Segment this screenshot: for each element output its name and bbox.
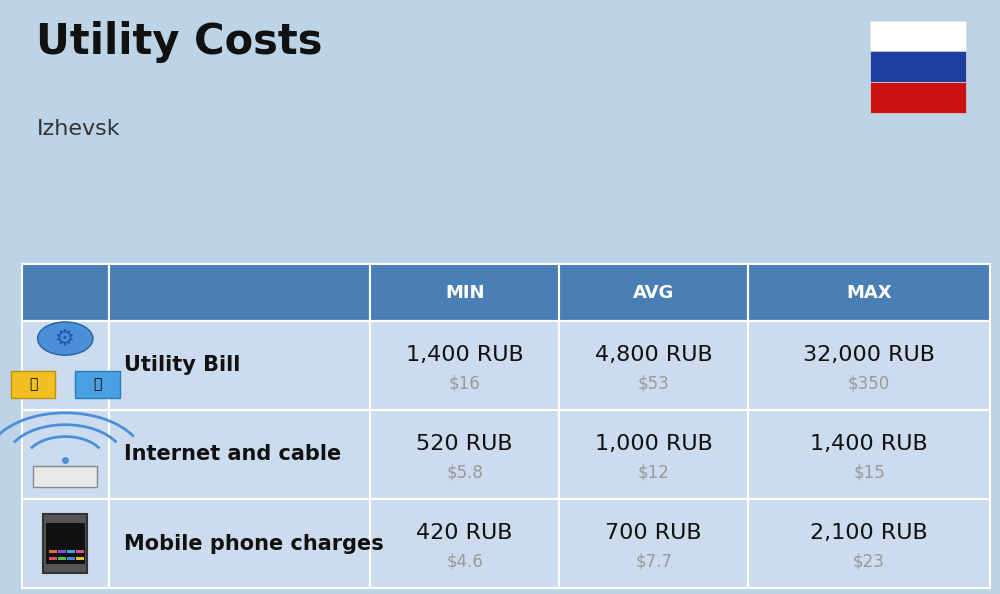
Text: Utility Costs: Utility Costs xyxy=(36,21,323,63)
Text: ⚙: ⚙ xyxy=(55,328,75,349)
Text: $7.7: $7.7 xyxy=(635,552,672,570)
Text: 420 RUB: 420 RUB xyxy=(416,523,513,543)
Text: 🚰: 🚰 xyxy=(94,377,102,391)
Text: MAX: MAX xyxy=(846,283,892,302)
Bar xyxy=(870,21,966,52)
Bar xyxy=(58,557,66,560)
Text: 1,400 RUB: 1,400 RUB xyxy=(810,434,928,454)
Bar xyxy=(49,549,57,553)
Text: Izhevsk: Izhevsk xyxy=(36,119,120,139)
Text: 520 RUB: 520 RUB xyxy=(416,434,513,454)
Text: 700 RUB: 700 RUB xyxy=(605,523,702,543)
Text: MIN: MIN xyxy=(445,283,484,302)
Text: $12: $12 xyxy=(638,463,670,481)
Bar xyxy=(43,514,87,573)
Bar xyxy=(870,82,966,113)
Text: 1,400 RUB: 1,400 RUB xyxy=(406,345,524,365)
Bar xyxy=(49,557,57,560)
Bar xyxy=(67,549,75,553)
Bar xyxy=(870,52,966,82)
Text: $53: $53 xyxy=(638,374,669,392)
Text: 🔌: 🔌 xyxy=(29,377,38,391)
Text: 1,000 RUB: 1,000 RUB xyxy=(595,434,713,454)
Text: AVG: AVG xyxy=(633,283,674,302)
Text: $4.6: $4.6 xyxy=(446,552,483,570)
Text: $350: $350 xyxy=(848,374,890,392)
Text: Utility Bill: Utility Bill xyxy=(124,355,240,375)
Text: $5.8: $5.8 xyxy=(446,463,483,481)
Text: 4,800 RUB: 4,800 RUB xyxy=(595,345,712,365)
Text: $15: $15 xyxy=(853,463,885,481)
Bar xyxy=(11,371,55,398)
Text: Mobile phone charges: Mobile phone charges xyxy=(124,533,383,554)
Bar xyxy=(22,264,109,321)
Bar xyxy=(76,557,84,560)
Bar xyxy=(33,466,97,487)
Bar xyxy=(58,549,66,553)
Bar xyxy=(748,264,990,321)
Text: $23: $23 xyxy=(853,552,885,570)
Text: Internet and cable: Internet and cable xyxy=(124,444,341,465)
Bar xyxy=(22,321,109,410)
Bar xyxy=(559,264,748,321)
Circle shape xyxy=(38,322,93,355)
Bar xyxy=(22,410,109,499)
Text: $16: $16 xyxy=(449,374,481,392)
Bar xyxy=(370,264,559,321)
Bar xyxy=(76,549,84,553)
Bar xyxy=(75,371,120,398)
Bar xyxy=(22,499,109,588)
Bar xyxy=(67,557,75,560)
Text: 2,100 RUB: 2,100 RUB xyxy=(810,523,928,543)
Bar xyxy=(109,264,370,321)
Bar xyxy=(46,523,85,564)
Text: 32,000 RUB: 32,000 RUB xyxy=(803,345,935,365)
